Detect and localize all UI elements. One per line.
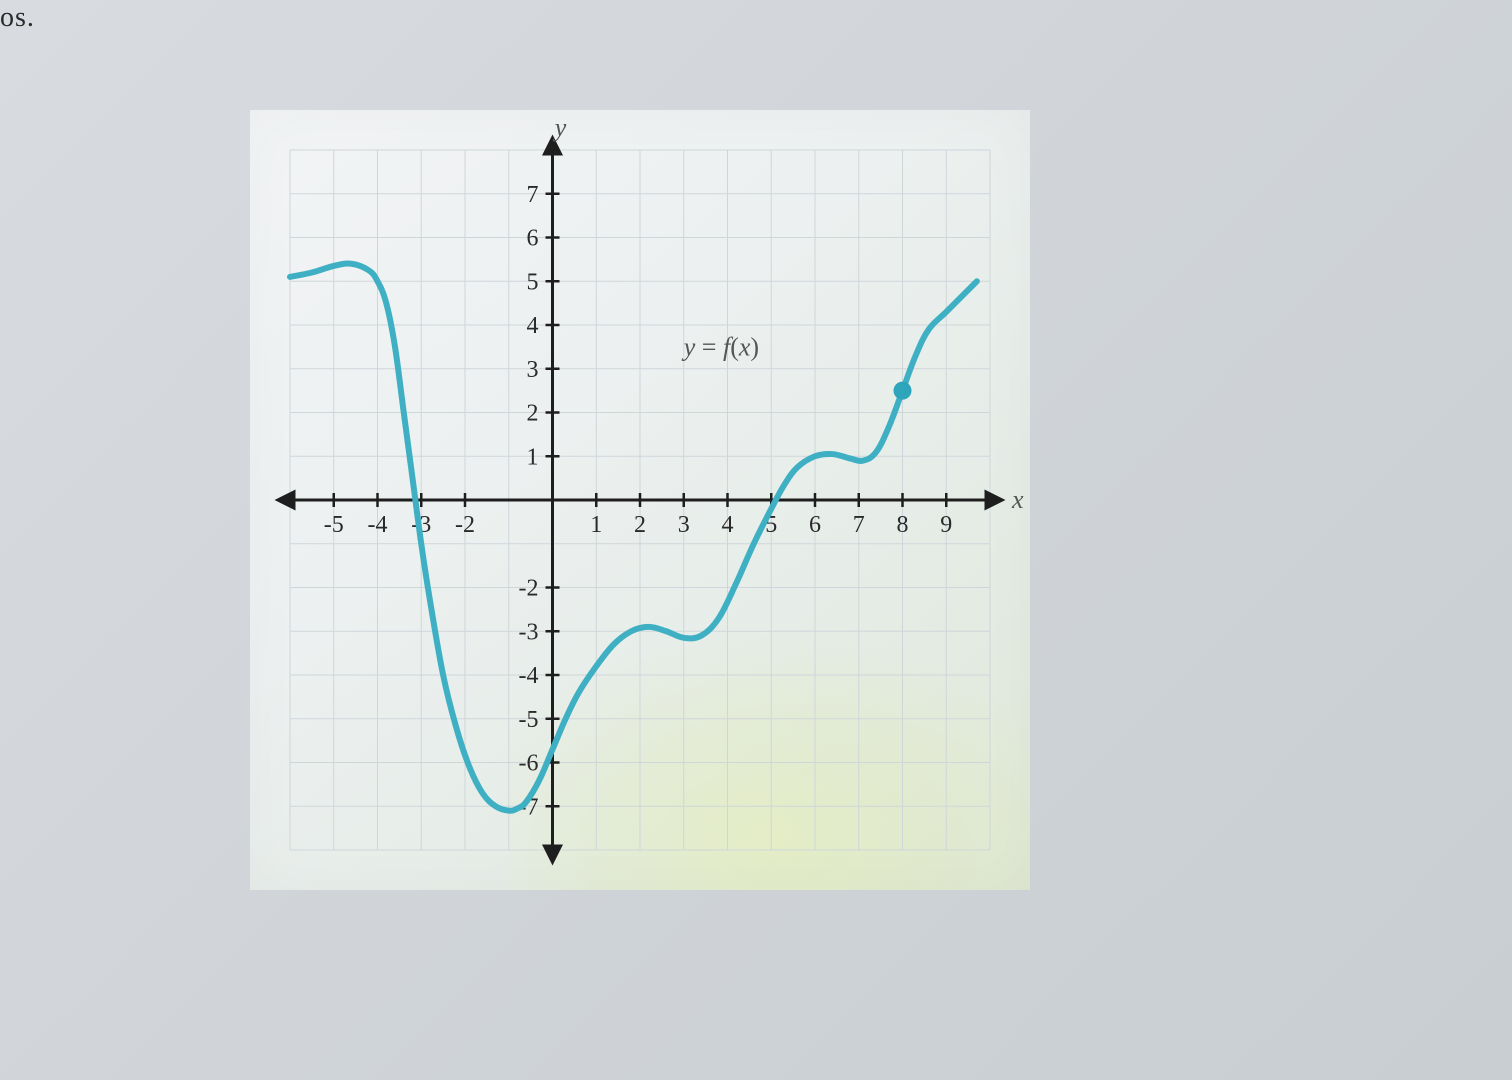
y-tick-label: -5 <box>519 707 539 733</box>
labels: y x y = f(x) <box>552 113 1024 514</box>
x-tick-label: 6 <box>809 512 821 538</box>
x-axis-label: x <box>1011 485 1024 514</box>
glow-overlay <box>510 540 1030 890</box>
x-tick-label: -2 <box>455 512 475 538</box>
x-tick-label: 7 <box>853 512 865 538</box>
equation-label: y = f(x) <box>681 333 759 362</box>
x-tick-label: 3 <box>678 512 690 538</box>
y-tick-label: 3 <box>527 357 539 383</box>
y-axis-label: y <box>552 113 567 142</box>
x-tick-label: -4 <box>368 512 388 538</box>
y-tick-label: -3 <box>519 619 539 645</box>
x-tick-label: 2 <box>634 512 646 538</box>
y-tick-label: 6 <box>527 226 539 252</box>
y-tick-label: 7 <box>527 182 539 208</box>
chart-svg: -5-4-3-2123456789-7-6-5-4-3-21234567 yxy… <box>250 110 1030 890</box>
y-tick-label: -4 <box>519 663 539 689</box>
x-tick-label: 4 <box>722 512 734 538</box>
x-tick-label: -5 <box>324 512 344 538</box>
y-tick-label: -2 <box>519 576 539 602</box>
x-tick-label: 8 <box>897 512 909 538</box>
y-tick-label: 2 <box>527 401 539 427</box>
y-tick-label: -6 <box>519 751 539 777</box>
page-fragment-text: os. <box>0 2 35 34</box>
y-tick-label: 1 <box>527 444 539 470</box>
x-tick-label: 9 <box>940 512 952 538</box>
curve-marker-point <box>894 382 912 400</box>
y-tick-label: 4 <box>527 313 539 339</box>
x-tick-label: 1 <box>590 512 602 538</box>
function-graph: -5-4-3-2123456789-7-6-5-4-3-21234567 yxy… <box>250 110 1030 890</box>
y-tick-label: 5 <box>527 269 539 295</box>
